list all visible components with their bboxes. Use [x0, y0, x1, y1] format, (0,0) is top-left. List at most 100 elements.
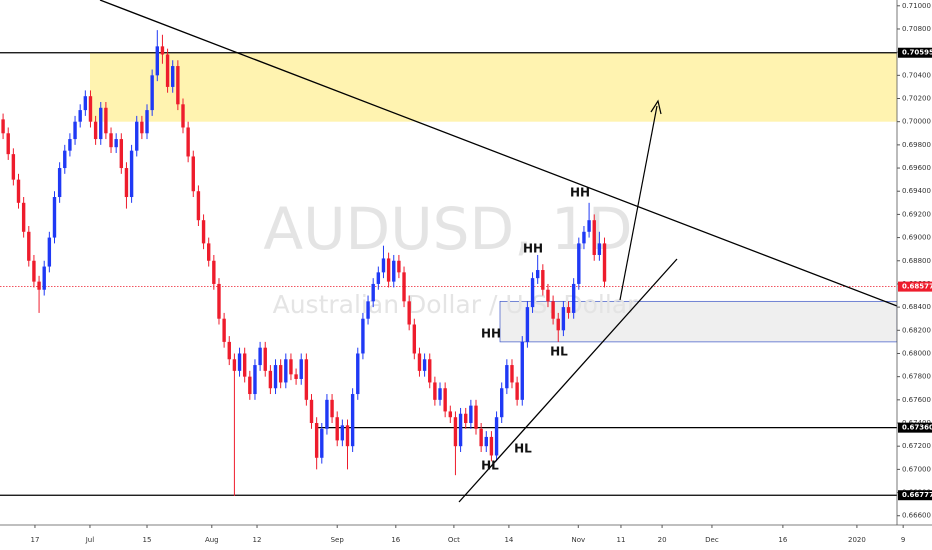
candle-body — [217, 283, 221, 319]
candle-body — [500, 388, 504, 418]
y-tick-label: 0.68400 — [902, 303, 931, 311]
x-tick-label: 11 — [616, 536, 625, 544]
candle-body — [510, 365, 514, 383]
arrow — [619, 105, 658, 301]
candle-body — [397, 260, 401, 273]
candle-body — [571, 283, 576, 313]
candle-body — [535, 270, 540, 279]
y-tick-label: 0.70000 — [902, 118, 931, 126]
candle-body — [176, 66, 180, 105]
candle-body — [207, 243, 211, 261]
y-tick-label: 0.69200 — [902, 210, 931, 218]
price-label-box — [898, 47, 932, 58]
x-tick-label: 12 — [253, 536, 262, 544]
candle-body — [32, 260, 36, 282]
candle-body — [93, 121, 98, 140]
candle-body — [417, 353, 422, 371]
candle-body — [340, 425, 345, 441]
candle-body — [314, 423, 319, 458]
candle-body — [191, 156, 195, 192]
y-tick-label: 0.69800 — [902, 141, 931, 149]
candle-body — [6, 133, 10, 155]
x-tick-label: 14 — [504, 536, 513, 544]
candle-body — [602, 243, 607, 282]
candle-body — [592, 220, 596, 255]
candle-body — [27, 231, 31, 261]
candle-body — [566, 307, 571, 313]
x-tick-label: 16 — [778, 536, 787, 544]
x-tick-label: 16 — [391, 536, 400, 544]
candle-body — [201, 220, 206, 244]
candle-body — [289, 359, 293, 375]
candle-body — [345, 425, 350, 447]
y-tick-label: 0.69400 — [902, 187, 931, 195]
candle-body — [433, 382, 437, 400]
trendline — [458, 258, 678, 503]
candle-body — [443, 388, 447, 412]
candle-body — [186, 127, 190, 157]
candle-body — [171, 66, 175, 87]
price-label-box — [898, 281, 932, 292]
price-label: 0.68577 — [902, 283, 932, 291]
candle-body — [587, 220, 591, 232]
candle-body — [494, 417, 499, 456]
y-tick-label: 0.68000 — [902, 349, 931, 357]
x-tick-label: 15 — [143, 536, 152, 544]
candle-body — [16, 179, 21, 203]
y-tick-label: 0.67000 — [902, 465, 931, 473]
y-tick-label: 0.66600 — [902, 512, 931, 520]
candle-body — [78, 110, 82, 122]
candle-body — [453, 417, 458, 447]
candle-body — [21, 202, 26, 232]
candle-body — [1, 119, 5, 134]
candle-body — [479, 428, 483, 447]
y-tick-label: 0.70200 — [902, 95, 931, 103]
y-tick-label: 0.67600 — [902, 396, 931, 404]
candle-body — [356, 353, 360, 395]
x-tick-label: Jul — [85, 536, 95, 544]
candle-body — [577, 243, 581, 284]
candle-body — [402, 272, 406, 302]
candle-body — [52, 197, 57, 238]
y-tick-label: 0.67200 — [902, 442, 931, 450]
y-tick-label: 0.69000 — [902, 234, 931, 242]
candle-body — [361, 318, 365, 354]
candle-body — [392, 260, 396, 282]
candle-body — [489, 436, 494, 456]
candle-body — [227, 341, 231, 360]
candle-body — [428, 359, 432, 383]
candle-body — [520, 341, 524, 400]
candle-body — [99, 107, 103, 140]
trendline — [99, 0, 898, 307]
arrow-head — [650, 99, 662, 115]
annotation: HH — [523, 242, 543, 256]
candle-body — [155, 46, 159, 76]
zone — [499, 300, 898, 343]
candle-body — [114, 139, 118, 148]
candle-body — [109, 133, 113, 148]
candle-body — [546, 289, 550, 302]
candle-body — [263, 347, 267, 371]
candle-body — [57, 168, 62, 198]
candle-body — [366, 301, 370, 319]
price-label: 0.66777 — [902, 491, 932, 499]
candle-body — [196, 191, 201, 221]
candle-body — [458, 413, 463, 447]
candle-body — [309, 399, 314, 424]
candle-body — [135, 121, 139, 151]
candle-body — [140, 121, 144, 134]
x-tick-label: 9 — [901, 536, 905, 544]
candle-body — [129, 150, 134, 198]
candle-body — [556, 318, 560, 331]
candle-body — [448, 411, 452, 418]
candle-body — [47, 237, 52, 267]
candle-body — [88, 96, 93, 122]
candle-body — [386, 258, 391, 282]
candle-body — [181, 104, 185, 128]
candle-body — [299, 359, 303, 379]
candle-body — [505, 365, 509, 389]
candle-body — [320, 428, 324, 458]
candle-body — [438, 388, 442, 400]
candle-body — [222, 318, 226, 342]
